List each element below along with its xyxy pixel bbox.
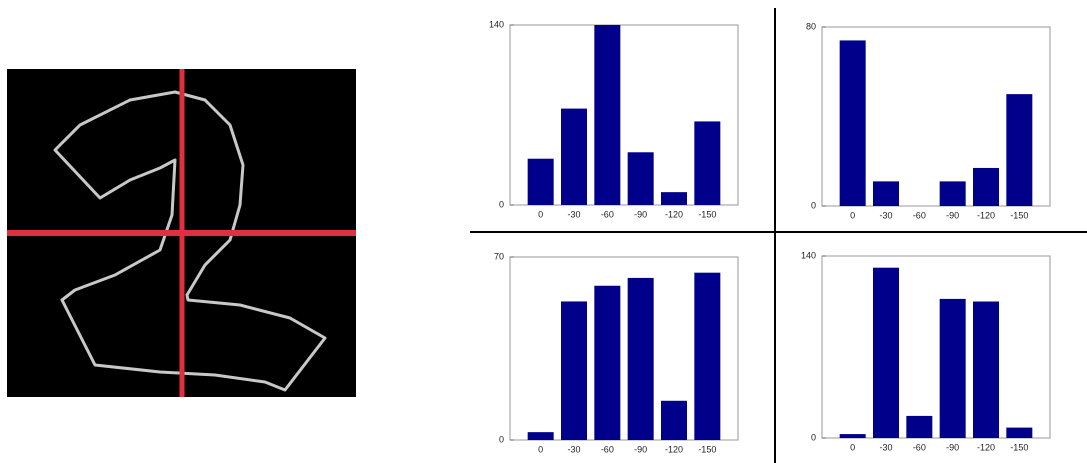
x-tick-label: -30 [879,210,892,220]
x-tick-label: 0 [538,444,543,454]
bar [561,301,587,440]
x-tick-label: -150 [1010,210,1028,220]
x-tick-label: -60 [601,444,614,454]
x-tick-label: -30 [567,444,580,454]
bar [973,168,999,206]
bar [840,434,866,438]
bar [873,181,899,206]
bar [973,302,999,439]
x-tick-label: -150 [698,444,716,454]
bar [694,273,720,440]
x-tick-label: -120 [665,209,683,219]
bar [594,286,620,440]
y-tick-label: 140 [489,19,504,29]
bar [561,109,587,205]
y-tick-label: 0 [811,432,816,442]
x-tick-label: -90 [634,209,647,219]
bar [873,268,899,438]
x-tick-label: -60 [913,210,926,220]
x-tick-label: 0 [850,442,855,452]
x-tick-label: -120 [665,444,683,454]
x-tick-label: -150 [698,209,716,219]
y-tick-label: 0 [811,200,816,210]
figure: 0 140 0 -30 -60 -90 -120 -150 0 80 0 -30 -60 -90 -120 -… [0,0,1087,463]
bar [528,159,554,205]
bar [661,401,687,440]
x-tick-label: -30 [879,442,892,452]
x-tick-label: -90 [634,444,647,454]
x-tick-label: -30 [567,209,580,219]
y-tick-label: 140 [801,250,816,260]
y-tick-label: 70 [494,251,504,261]
bar [594,25,620,205]
bar [661,192,687,205]
x-tick-label: 0 [850,210,855,220]
x-tick-label: -120 [977,210,995,220]
bar [1006,428,1032,438]
x-tick-label: -90 [946,210,959,220]
bar [940,181,966,206]
x-tick-label: -90 [946,442,959,452]
x-tick-label: -60 [913,442,926,452]
x-tick-label: -120 [977,442,995,452]
x-tick-label: -60 [601,209,614,219]
bar [628,152,654,205]
x-tick-label: 0 [538,209,543,219]
y-tick-label: 80 [806,21,816,31]
bar [1006,94,1032,206]
digit-image [7,69,356,397]
bar [628,278,654,440]
y-tick-label: 0 [499,434,504,444]
bar [528,432,554,440]
bar [840,40,866,206]
bar [940,299,966,438]
bar [906,416,932,438]
bar [694,121,720,205]
y-tick-label: 0 [499,199,504,209]
x-tick-label: -150 [1010,442,1028,452]
